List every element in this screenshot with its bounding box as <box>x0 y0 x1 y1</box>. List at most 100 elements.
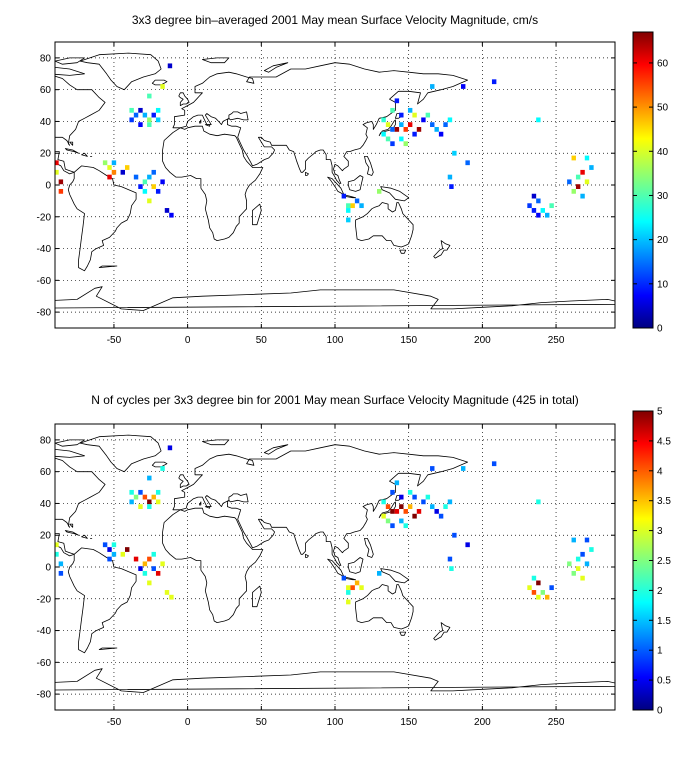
velocity-y-tick-label: 60 <box>40 85 52 96</box>
coastline-outline <box>55 448 85 458</box>
cycles-colorbar-tick-label: 3.5 <box>657 496 671 507</box>
coastline-outline <box>172 444 469 566</box>
velocity-bin-cell <box>354 198 360 204</box>
velocity-bin-cell <box>55 160 59 166</box>
velocity-bin-cell <box>133 174 139 180</box>
coastline-outline <box>252 203 262 226</box>
velocity-y-tick-label: -60 <box>37 276 52 287</box>
cycles-bin-cell <box>155 499 161 505</box>
cycles-bin-cell <box>390 523 395 529</box>
velocity-bin-cell <box>346 217 351 223</box>
coastline-outline <box>162 507 264 623</box>
coastline-outline <box>81 534 88 539</box>
cycles-bin-cell <box>151 494 156 500</box>
cycles-bin-cell <box>58 561 64 567</box>
cycles-bin-cell <box>133 494 139 500</box>
cycles-bin-cell <box>354 580 360 586</box>
coastline-outline <box>151 461 168 468</box>
cycles-bin-cell <box>421 499 426 505</box>
cycles-bin-cell <box>385 518 391 524</box>
velocity-bin-cell <box>394 98 400 104</box>
cycles-bin-cell <box>147 475 152 481</box>
velocity-bin-cell <box>129 107 134 113</box>
velocity-bin-cell <box>584 155 590 161</box>
velocity-colorbar <box>632 31 654 329</box>
velocity-bin-cell <box>390 107 395 113</box>
coastline-outline <box>67 165 137 272</box>
velocity-bin-cell <box>531 208 537 213</box>
velocity-bin-cell <box>438 131 444 137</box>
cycles-bin-cell <box>399 504 404 510</box>
velocity-bin-cell <box>147 174 152 180</box>
velocity-bin-cell <box>403 141 408 147</box>
cycles-bin-cell <box>377 570 382 576</box>
coastline-outline <box>433 240 451 259</box>
cycles-bin-cell <box>55 542 59 548</box>
cycles-colorbar-ticks: 0 0.5 1 1.5 2 2.5 3 3.5 4 4.5 5 <box>633 407 671 717</box>
cycles-bin-cell <box>399 494 404 500</box>
velocity-bin-cell <box>138 122 143 128</box>
cycles-bin-cell <box>491 461 497 467</box>
cycles-grid <box>55 424 615 710</box>
cycles-bin-cell <box>155 489 161 495</box>
cycles-bin-cell <box>536 580 541 586</box>
cycles-colorbar-tick-label: 2 <box>657 586 663 597</box>
velocity-bin-cell <box>147 198 152 204</box>
coastline-outline <box>64 148 79 154</box>
coastline-outline <box>204 124 211 127</box>
velocity-bin-cell <box>390 141 395 147</box>
cycles-bin-cell <box>536 594 541 600</box>
velocity-bin-cell <box>107 165 112 170</box>
velocity-colorbar-tick-label: 30 <box>657 191 669 202</box>
cycles-bin-cell <box>403 523 408 529</box>
velocity-bin-cell <box>147 93 152 99</box>
cycles-bin-cell <box>138 566 143 571</box>
velocity-bin-cell <box>111 160 117 166</box>
cycles-bin-cell <box>160 561 165 567</box>
velocity-bin-cell <box>536 198 541 204</box>
velocity-bin-cell <box>434 127 439 132</box>
velocity-chart-title: 3x3 degree bin–averaged 2001 May mean Su… <box>132 13 538 27</box>
velocity-bin-cell <box>545 212 550 218</box>
coastline-outline <box>151 79 168 86</box>
velocity-bin-cell <box>575 184 581 189</box>
velocity-bin-cell <box>447 174 453 180</box>
cycles-bin-cell <box>164 590 170 595</box>
velocity-bin-cell <box>461 84 466 89</box>
velocity-y-tick-label: 0 <box>45 181 51 192</box>
velocity-bin-cell <box>567 179 572 185</box>
cycles-bin-cell <box>350 585 355 591</box>
cycles-y-tick-label: -40 <box>37 626 52 637</box>
velocity-x-tick-label: 0 <box>185 335 191 346</box>
coastline-outline <box>364 538 374 558</box>
velocity-bin-cell <box>399 122 404 128</box>
coastline-outline <box>79 52 162 91</box>
velocity-y-ticks: -80 -60 -40 -20 0 20 40 60 80 <box>37 53 615 319</box>
coastline-outline <box>399 631 407 636</box>
coastline-outline <box>433 622 451 641</box>
velocity-bin-cell <box>385 136 391 142</box>
velocity-colorbar-ticks: 0 10 20 30 40 50 60 <box>633 58 669 335</box>
cycles-bin-cell <box>151 566 156 571</box>
velocity-bin-cell <box>160 179 165 185</box>
cycles-bin-cell <box>346 585 351 591</box>
cycles-bin-cell <box>147 504 152 510</box>
cycles-bin-cell <box>385 504 391 510</box>
cycles-bin-cell <box>107 547 112 552</box>
cycles-x-tick-label: 250 <box>548 717 565 728</box>
cycles-bin-cell <box>575 556 581 562</box>
coastline-outline <box>347 175 364 192</box>
velocity-bin-cell <box>129 117 134 123</box>
velocity-bin-cell <box>111 169 117 175</box>
cycles-y-tick-label: 0 <box>45 563 51 574</box>
velocity-bin-cell <box>142 188 148 194</box>
velocity-bin-cell <box>580 169 585 175</box>
cycles-bin-cell <box>169 594 174 600</box>
velocity-bin-cell <box>531 193 537 199</box>
coastline-outline <box>162 125 264 242</box>
coastline-outline <box>380 568 410 584</box>
cycles-bin-cell <box>151 551 156 557</box>
cycles-bin-cell <box>147 556 152 562</box>
coastline-outline <box>305 171 309 176</box>
